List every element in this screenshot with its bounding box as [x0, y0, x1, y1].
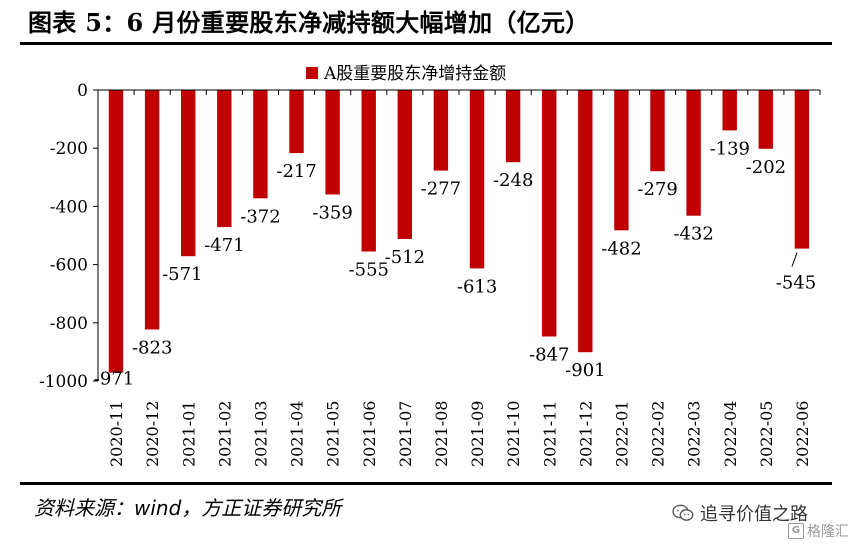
x-tick-label: 2021-04	[288, 401, 307, 467]
bar	[289, 90, 304, 154]
x-tick-label: 2022-04	[721, 401, 740, 467]
bar	[433, 90, 449, 171]
bar	[325, 90, 340, 195]
y-tick-label: 0	[77, 81, 88, 101]
title-rule	[20, 42, 832, 45]
y-tick-label: -400	[50, 197, 88, 217]
data-label: -613	[457, 276, 497, 297]
bar	[542, 90, 557, 337]
gelonghui-watermark-text: 格隆汇	[807, 524, 849, 540]
bar	[253, 90, 268, 199]
data-label: -471	[204, 235, 244, 256]
x-tick-label: 2021-02	[215, 401, 234, 467]
bar	[144, 90, 160, 330]
bar	[505, 90, 521, 163]
data-label: -202	[746, 157, 786, 178]
y-tick-label: -200	[50, 139, 88, 159]
data-label: -571	[162, 264, 202, 285]
bar	[614, 90, 629, 231]
bar	[181, 90, 196, 257]
data-label: -545	[776, 273, 816, 294]
x-tick-label: 2020-11	[107, 401, 126, 467]
chart-title: 图表 5：6 月份重要股东净减持额大幅增加（亿元）	[28, 8, 590, 37]
bar	[722, 90, 737, 131]
wechat-icon	[672, 504, 694, 521]
data-label: -555	[349, 260, 389, 281]
y-tick-label: -1000	[39, 372, 88, 392]
x-tick-label: 2021-03	[251, 401, 270, 467]
x-tick-label: 2021-01	[179, 401, 198, 467]
x-tick-label: 2021-06	[360, 401, 379, 467]
bar	[397, 90, 412, 239]
data-label: -847	[529, 345, 569, 366]
data-label: -279	[637, 179, 677, 200]
x-tick-label: 2022-01	[612, 401, 631, 467]
y-tick-label: -600	[50, 256, 88, 276]
data-label: -248	[493, 170, 533, 191]
gelonghui-logo-icon: G	[788, 523, 804, 539]
label-leader-line	[791, 252, 798, 267]
legend-label: A股重要股东净增持金额	[323, 64, 506, 84]
bar	[108, 90, 124, 373]
data-label: -971	[94, 369, 134, 390]
x-tick-label: 2022-03	[685, 401, 704, 467]
data-label: -901	[565, 360, 605, 381]
bar	[758, 90, 773, 149]
data-label: -277	[421, 179, 461, 200]
data-label: -372	[240, 206, 280, 227]
legend-swatch	[306, 67, 318, 79]
x-tick-label: 2022-02	[649, 401, 668, 467]
data-label: -359	[312, 203, 352, 224]
x-tick-label: 2021-09	[468, 401, 487, 467]
data-label: -217	[276, 161, 316, 182]
wechat-watermark-text: 追寻价值之路	[700, 504, 808, 525]
x-tick-label: 2020-12	[143, 401, 162, 467]
x-tick-label: 2022-06	[793, 401, 812, 467]
bar	[217, 90, 232, 228]
data-label: -139	[710, 138, 750, 159]
bar	[686, 90, 701, 216]
x-tick-label: 2021-05	[324, 401, 343, 467]
x-tick-label: 2021-10	[504, 401, 523, 467]
gelonghui-watermark: G 格隆汇	[788, 521, 849, 541]
data-label: -512	[385, 247, 425, 268]
x-tick-label: 2021-11	[540, 401, 559, 467]
data-label: -482	[601, 238, 641, 259]
bar	[578, 90, 593, 353]
y-tick-label: -800	[50, 314, 88, 334]
x-tick-label: 2021-08	[432, 401, 451, 467]
source-rule	[20, 482, 832, 485]
wechat-watermark: 追寻价值之路	[672, 500, 808, 526]
x-tick-label: 2021-12	[576, 401, 595, 467]
bar	[794, 90, 810, 249]
bar-chart: 0 -200 -400 -600 -800 -1000 2020-11 2020-12 2021…	[39, 64, 821, 467]
x-tick-label: 2021-07	[396, 401, 415, 467]
data-label: -432	[673, 224, 713, 245]
x-tick-label: 2022-05	[757, 401, 776, 467]
bar	[361, 90, 376, 252]
bar	[469, 90, 485, 269]
data-label: -823	[132, 338, 172, 359]
bar	[650, 90, 665, 172]
source-note: 资料来源：wind，方正证券研究所	[34, 496, 342, 520]
